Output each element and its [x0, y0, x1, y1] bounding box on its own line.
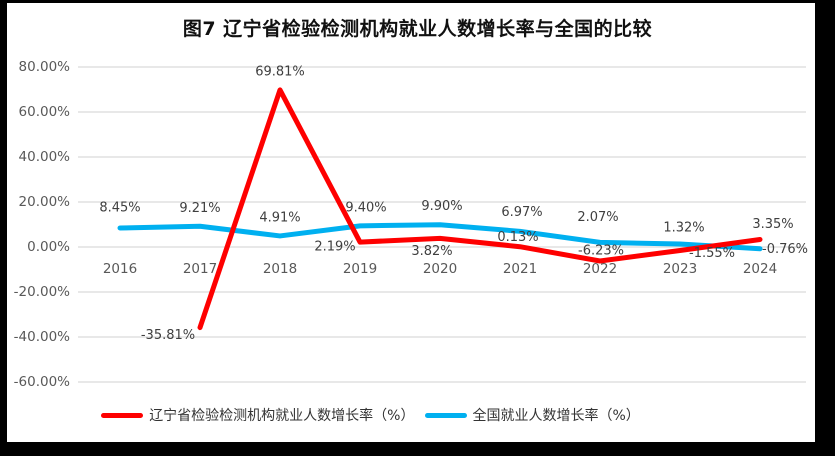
- blue-line-swatch-icon: [424, 412, 467, 418]
- x-axis-label: 2017: [183, 261, 217, 277]
- data-label: 4.91%: [259, 210, 300, 225]
- chart-legend: 辽宁省检验检测机构就业人数增长率（%） 全国就业人数增长率（%）: [0, 405, 788, 425]
- data-label: -6.23%: [578, 244, 624, 259]
- data-label: 8.45%: [99, 200, 140, 215]
- x-axis-label: 2024: [743, 261, 777, 277]
- y-axis-tick-label: 60.00%: [19, 104, 71, 120]
- x-axis-label: 2021: [503, 261, 537, 277]
- data-label: 1.32%: [663, 221, 704, 236]
- red-line-swatch-icon: [101, 412, 144, 418]
- liaoning-series-line: [197, 87, 763, 331]
- data-label: 69.81%: [255, 64, 305, 79]
- y-axis-tick-label: -60.00%: [14, 374, 71, 390]
- y-axis-tick-label: 20.00%: [19, 194, 71, 210]
- data-label: 9.21%: [179, 201, 220, 216]
- y-axis-tick-label: 0.00%: [27, 239, 70, 255]
- x-axis-label: 2022: [583, 261, 617, 277]
- data-label: 0.13%: [497, 230, 538, 245]
- data-label: 9.40%: [345, 200, 386, 215]
- x-axis-label: 2019: [343, 261, 377, 277]
- legend-label-liaoning: 辽宁省检验检测机构就业人数增长率（%）: [149, 408, 415, 424]
- data-label: 9.90%: [421, 199, 462, 214]
- legend-label-national: 全国就业人数增长率（%）: [472, 408, 640, 424]
- x-axis-label: 2020: [423, 261, 457, 277]
- data-label: -0.76%: [762, 242, 808, 257]
- national-series-line: [117, 222, 763, 252]
- y-axis-tick-label: 40.00%: [19, 149, 71, 165]
- x-axis-label: 2018: [263, 261, 297, 277]
- x-axis-label: 2016: [103, 261, 137, 277]
- chart-title: 图7 辽宁省检验检测机构就业人数增长率与全国的比较: [182, 18, 653, 40]
- data-label: 3.82%: [411, 244, 452, 259]
- y-axis-tick-label: 80.00%: [19, 59, 71, 75]
- y-axis-tick-label: -40.00%: [14, 329, 71, 345]
- x-axis-label: 2023: [663, 261, 697, 277]
- chart-canvas: [7, 3, 815, 442]
- legend-item-liaoning: 辽宁省检验检测机构就业人数增长率（%）: [101, 405, 415, 425]
- data-label: 2.19%: [314, 240, 355, 255]
- data-label: -1.55%: [689, 246, 735, 261]
- data-label: 6.97%: [501, 205, 542, 220]
- y-axis-tick-label: -20.00%: [14, 284, 71, 300]
- data-label: -35.81%: [141, 328, 195, 343]
- data-label: 2.07%: [577, 210, 618, 225]
- data-label: 3.35%: [752, 217, 793, 232]
- legend-item-national: 全国就业人数增长率（%）: [424, 405, 640, 425]
